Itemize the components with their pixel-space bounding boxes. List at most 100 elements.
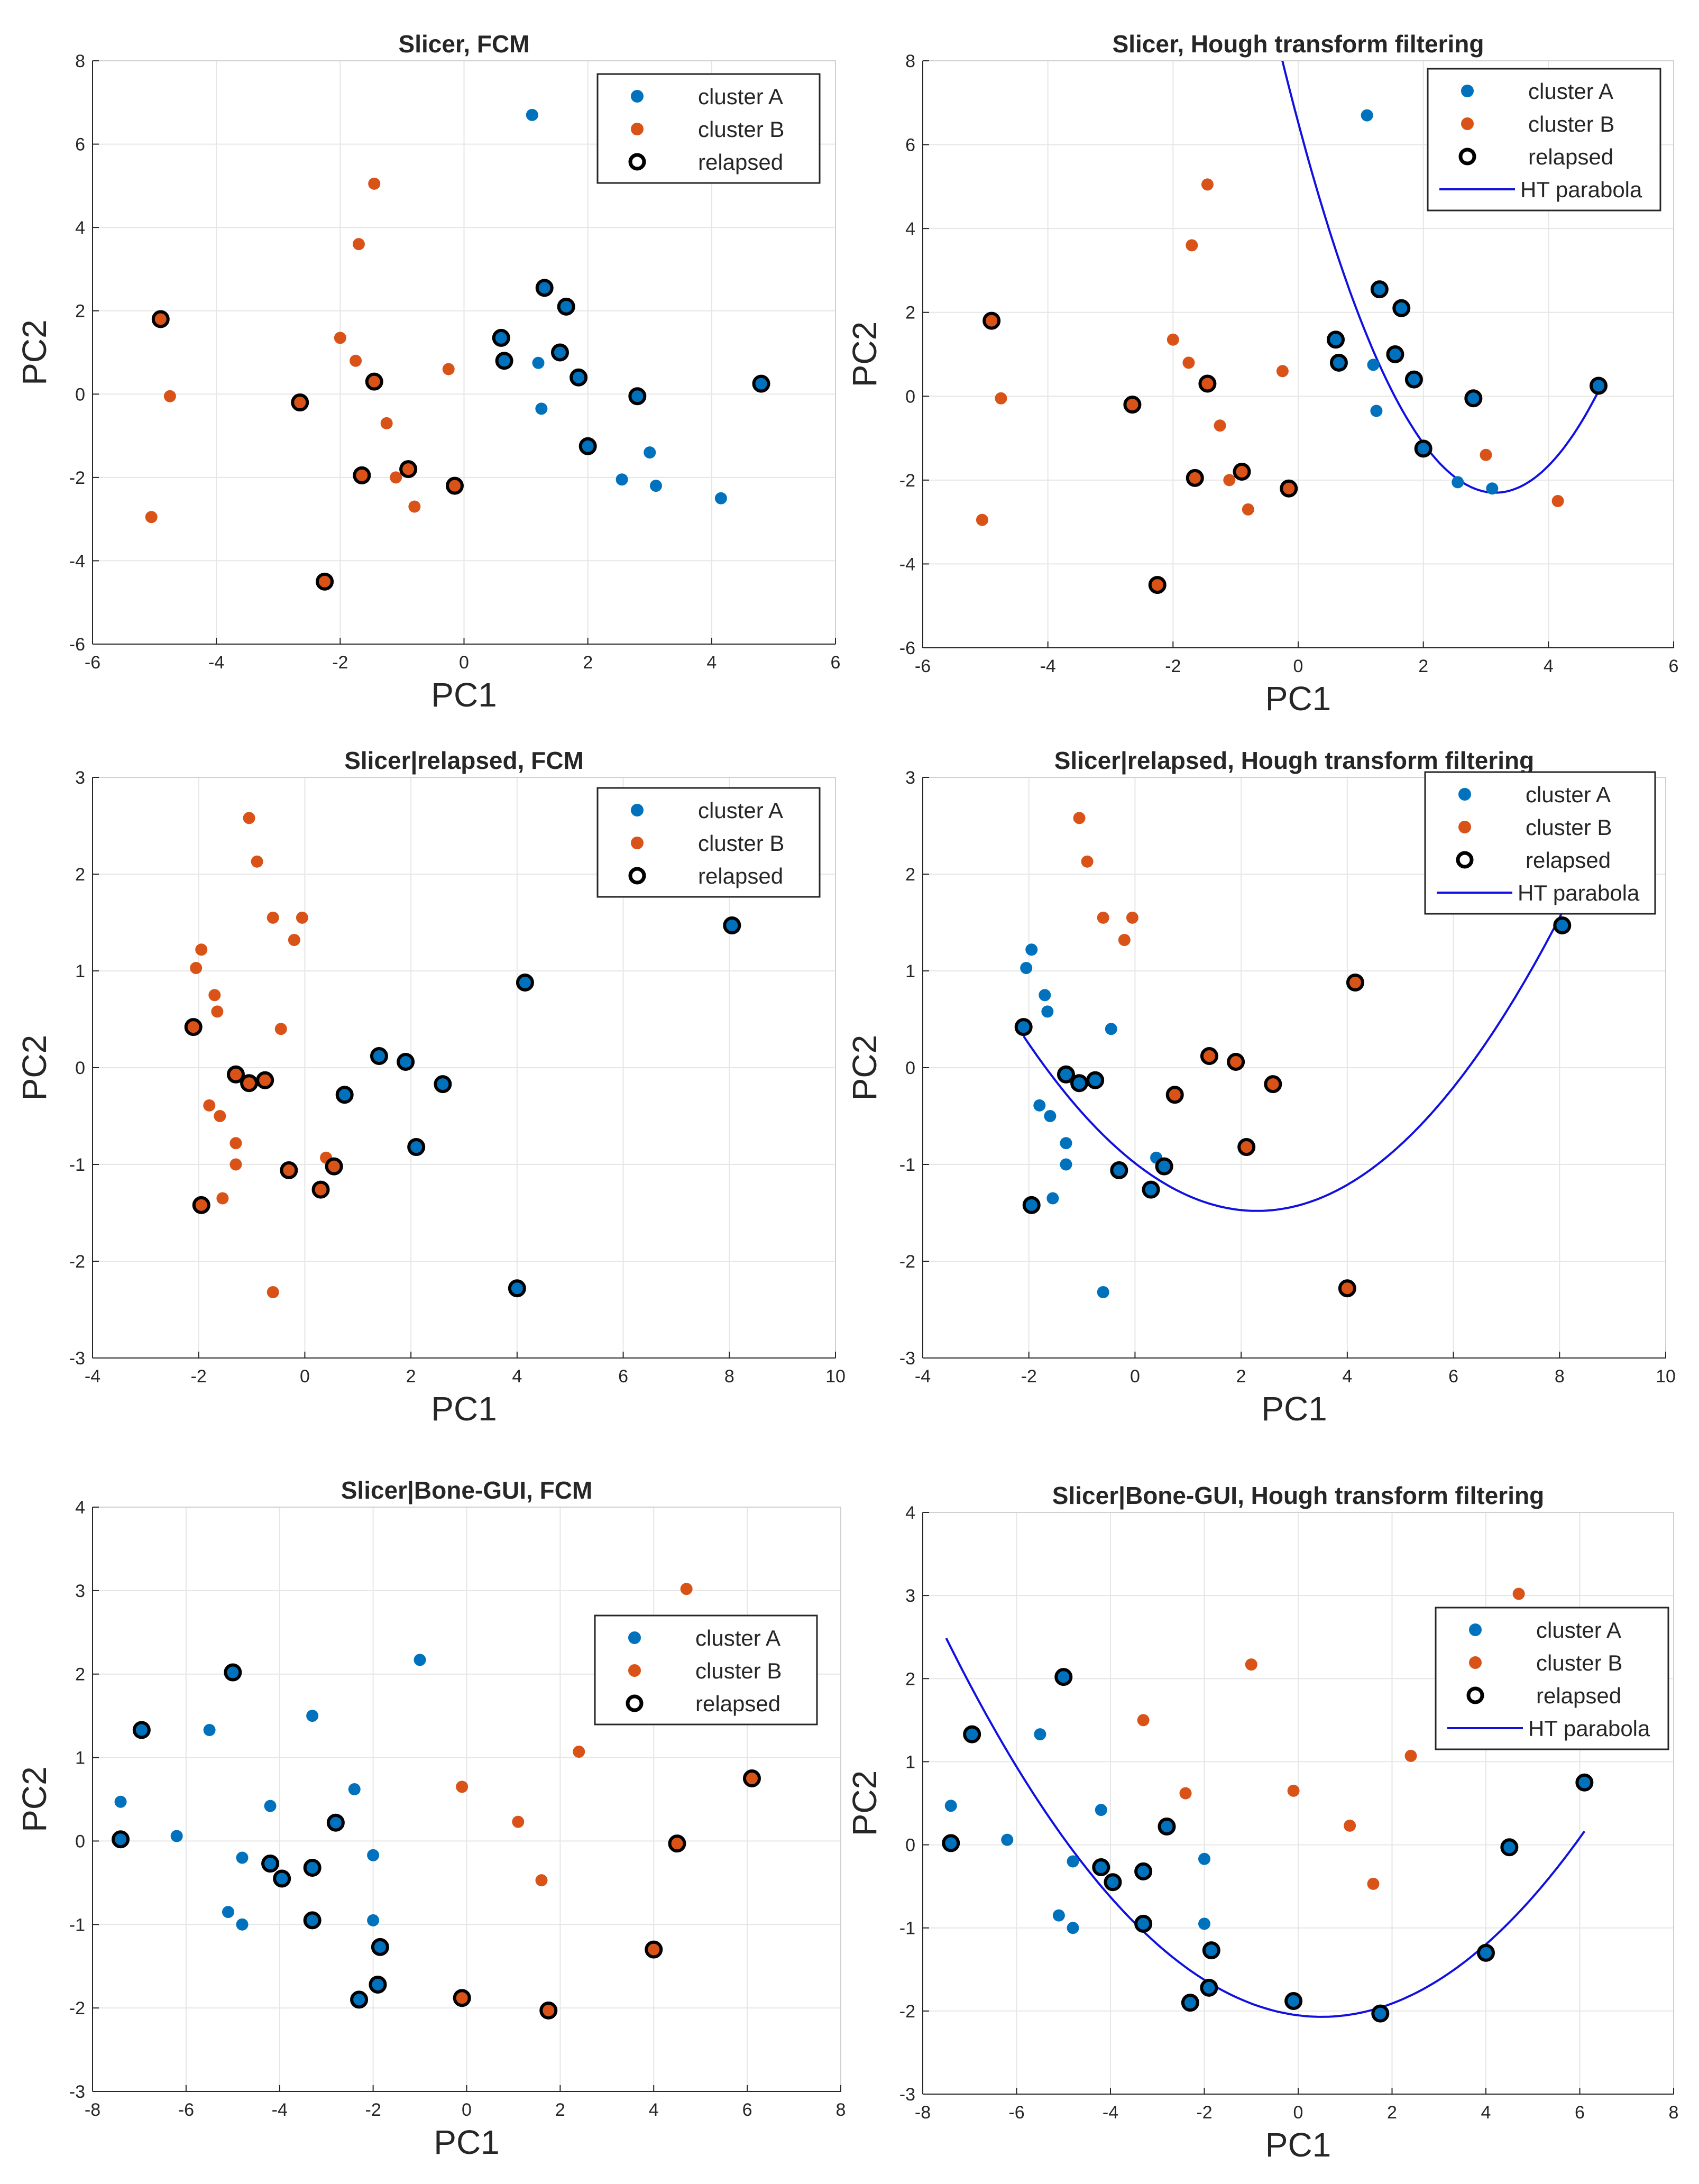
cluster-a-point-relapsed xyxy=(1088,1073,1103,1088)
cluster-a-point xyxy=(1367,359,1380,371)
legend: cluster A cluster B relapsed HT parabola xyxy=(1436,1608,1668,1749)
y-tick-label: 2 xyxy=(75,301,85,322)
x-tick-label: 6 xyxy=(831,653,841,673)
cluster-b-point-relapsed xyxy=(1168,1087,1182,1102)
x-tick-label: 4 xyxy=(1544,656,1554,676)
cluster-b-point xyxy=(208,989,221,1001)
chart-title: Slicer|relapsed, Hough transform filteri… xyxy=(1054,747,1535,774)
x-tick-label: 6 xyxy=(618,1366,628,1387)
cluster-b-point xyxy=(1344,1820,1356,1832)
x-tick-label: 8 xyxy=(836,2100,846,2120)
legend: cluster A cluster B relapsed xyxy=(598,74,820,183)
y-tick-label: 1 xyxy=(905,1752,915,1772)
cluster-a-point-relapsed xyxy=(225,1665,240,1680)
y-axis-label: PC2 xyxy=(15,319,53,386)
legend-marker-relapsed xyxy=(1461,150,1474,163)
x-axis-label: PC1 xyxy=(431,676,497,714)
x-tick-label: -2 xyxy=(1165,656,1181,676)
cluster-a-point xyxy=(236,1852,249,1864)
cluster-a-point xyxy=(115,1796,127,1808)
cluster-a-point-relapsed xyxy=(134,1722,149,1737)
cluster-b-point xyxy=(296,912,308,924)
legend-label: cluster A xyxy=(695,1626,780,1650)
cluster-b-point-relapsed xyxy=(1239,1140,1254,1154)
legend-label: relapsed xyxy=(1536,1683,1621,1708)
cluster-a-point-relapsed xyxy=(497,353,512,368)
cluster-b-point-relapsed xyxy=(1228,1054,1243,1069)
cluster-a-point-relapsed xyxy=(965,1727,979,1742)
cluster-a-point xyxy=(1039,989,1051,1001)
legend-label: cluster A xyxy=(698,84,783,109)
cluster-b-point xyxy=(443,363,455,375)
x-tick-label: -2 xyxy=(1196,2103,1212,2123)
cluster-b-point xyxy=(229,1137,242,1149)
x-tick-label: -6 xyxy=(915,656,931,676)
cluster-b-point-relapsed xyxy=(317,574,332,589)
cluster-a-point-relapsed xyxy=(1136,1864,1151,1879)
chart-title: Slicer, Hough transform filtering xyxy=(1113,30,1484,58)
cluster-a-point-relapsed xyxy=(1016,1020,1031,1034)
cluster-b-point xyxy=(1276,365,1289,377)
x-tick-label: 2 xyxy=(555,2100,565,2120)
cluster-a-point-relapsed xyxy=(1112,1163,1126,1178)
cluster-b-point xyxy=(1081,856,1094,868)
cluster-a-point xyxy=(532,357,545,369)
cluster-b-point-relapsed xyxy=(153,311,168,326)
y-tick-label: 2 xyxy=(905,1669,915,1689)
cluster-b-point xyxy=(512,1816,524,1828)
x-tick-label: 6 xyxy=(1575,2103,1585,2123)
x-tick-label: -8 xyxy=(85,2100,100,2120)
y-tick-label: 3 xyxy=(905,1586,915,1606)
chart-panel-6: -8 -6 -4 -2 0 2 4 6 8-3-2-101234Slicer|Bone-GUI,… xyxy=(846,1482,1678,2164)
y-tick-label: -2 xyxy=(899,471,915,491)
y-axis-label: PC2 xyxy=(15,1035,53,1101)
x-axis-label: PC1 xyxy=(431,1390,497,1428)
y-tick-label: -3 xyxy=(69,2082,85,2102)
legend-label: cluster B xyxy=(1536,1650,1622,1675)
cluster-a-point-relapsed xyxy=(1407,372,1421,387)
chart-title: Slicer, FCM xyxy=(399,30,530,58)
legend-label: cluster A xyxy=(1526,782,1611,807)
cluster-a-point xyxy=(1053,1910,1065,1922)
cluster-b-point xyxy=(976,514,988,526)
cluster-a-point-relapsed xyxy=(1201,1980,1216,1995)
x-tick-label: 0 xyxy=(1293,656,1303,676)
cluster-a-point-relapsed xyxy=(274,1871,289,1886)
x-tick-label: 0 xyxy=(1293,2103,1303,2123)
cluster-a-point xyxy=(1060,1137,1072,1149)
cluster-b-point xyxy=(334,332,346,344)
cluster-a-point xyxy=(644,446,656,458)
cluster-a-point-relapsed xyxy=(943,1836,958,1850)
cluster-b-point xyxy=(368,178,380,190)
x-tick-label: -6 xyxy=(178,2100,194,2120)
cluster-b-point-relapsed xyxy=(281,1163,296,1178)
cluster-a-point xyxy=(1361,109,1373,122)
y-tick-label: 0 xyxy=(905,387,915,407)
cluster-a-point xyxy=(171,1830,183,1842)
x-tick-label: 10 xyxy=(1656,1366,1676,1387)
cluster-a-point xyxy=(1025,943,1037,956)
legend-marker-cluster-b xyxy=(1469,1656,1482,1669)
y-tick-label: 3 xyxy=(75,1581,85,1601)
cluster-b-point xyxy=(251,856,263,868)
legend-label: cluster A xyxy=(1528,79,1613,104)
cluster-a-point xyxy=(715,492,727,504)
cluster-a-point-relapsed xyxy=(1160,1819,1174,1834)
cluster-a-point-relapsed xyxy=(1478,1946,1493,1960)
cluster-b-point-relapsed xyxy=(258,1073,272,1088)
legend: cluster A cluster B relapsed HT parabola xyxy=(1428,69,1660,210)
cluster-a-point-relapsed xyxy=(1328,332,1343,347)
y-axis-label: PC2 xyxy=(846,1035,884,1101)
cluster-b-point xyxy=(1201,178,1214,190)
legend-label: HT parabola xyxy=(1520,177,1642,202)
legend-label: relapsed xyxy=(698,864,783,888)
y-tick-label: 2 xyxy=(905,303,915,323)
cluster-b-point xyxy=(1214,419,1226,432)
legend: cluster A cluster B relapsed xyxy=(595,1616,817,1724)
x-tick-label: -4 xyxy=(272,2100,288,2120)
x-tick-label: 2 xyxy=(1418,656,1428,676)
chart-panel-3: -4 -2 0 2 4 6 8 10-3-2-10123Slicer|relapsed, FC… xyxy=(15,747,846,1428)
legend-label: HT parabola xyxy=(1528,1716,1650,1741)
figure-canvas: -6 -4 -2 0 2 4 6-6-4-202468Slicer, FCMPC1PC2cl… xyxy=(0,0,1699,2184)
cluster-b-point xyxy=(275,1023,287,1035)
